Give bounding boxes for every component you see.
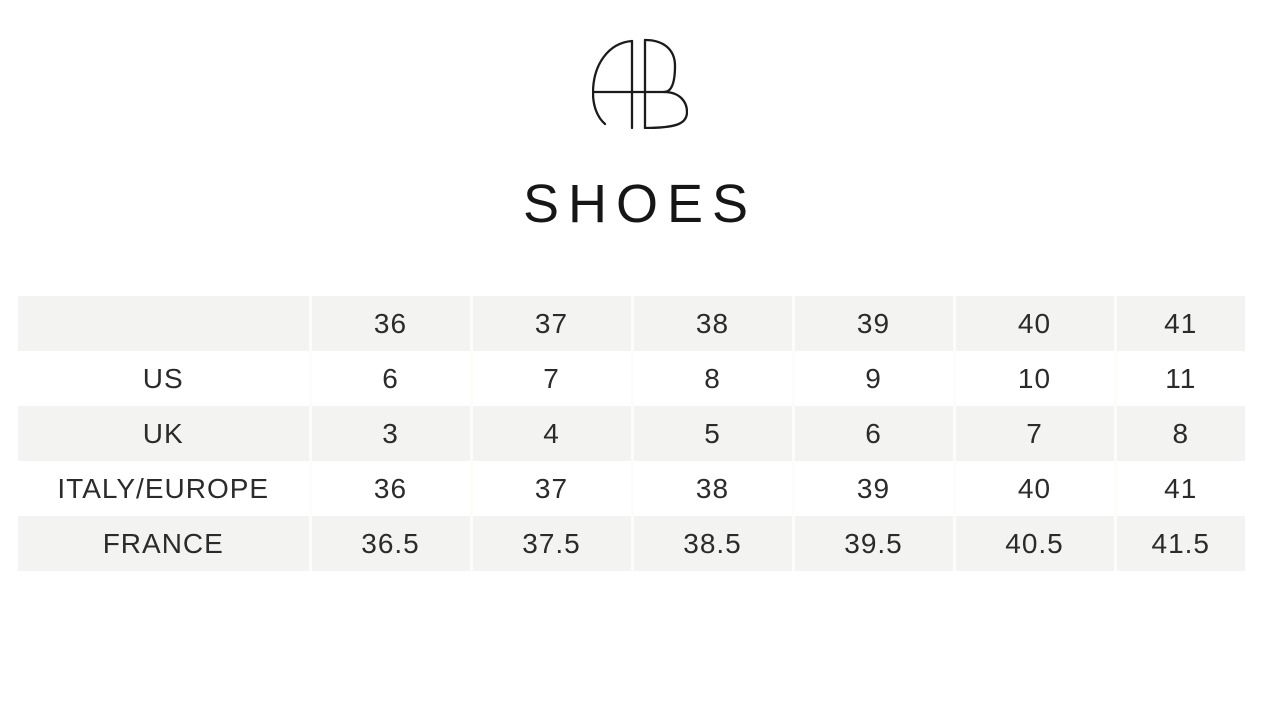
size-cell: 41 [1113, 461, 1245, 516]
table-row-italy-europe: ITALY/EUROPE 36 37 38 39 40 41 [18, 461, 1245, 516]
row-label-uk: UK [18, 406, 310, 461]
size-cell: 7 [952, 406, 1115, 461]
row-label-italy-europe: ITALY/EUROPE [57, 472, 270, 504]
size-cell: 38.5 [630, 516, 793, 571]
size-cell: 11 [1113, 351, 1245, 406]
eu-size-cell: 39 [791, 296, 954, 351]
size-cell: 36 [308, 461, 471, 516]
eu-size-cell: 37 [469, 296, 632, 351]
anine-bing-monogram-icon [592, 38, 688, 129]
size-cell: 9 [791, 351, 954, 406]
row-label-france: FRANCE [18, 516, 310, 571]
size-cell: 37.5 [469, 516, 632, 571]
size-cell: 39.5 [791, 516, 954, 571]
brand-logo [592, 37, 688, 129]
eu-size-cell: 40 [952, 296, 1115, 351]
size-cell: 6 [791, 406, 954, 461]
logo-b-top-bowl [643, 38, 677, 94]
row-label-us: US [142, 362, 184, 394]
size-cell: 7 [469, 351, 632, 406]
shoe-size-conversion-table: 36 37 38 39 40 41 US 6 7 8 9 10 11 UK 3 … [18, 296, 1245, 571]
size-cell: 4 [469, 406, 632, 461]
size-cell: 40.5 [952, 516, 1115, 571]
table-row-us: US 6 7 8 9 10 11 [18, 351, 1245, 406]
size-cell: 10 [952, 351, 1115, 406]
size-cell: 3 [308, 406, 471, 461]
eu-size-cell: 38 [630, 296, 793, 351]
page-title: SHOES [522, 174, 758, 234]
table-row-eu-header: 36 37 38 39 40 41 [18, 296, 1245, 351]
size-cell: 41.5 [1113, 516, 1245, 571]
size-cell: 5 [630, 406, 793, 461]
table-row-uk: UK 3 4 5 6 7 8 [18, 406, 1245, 461]
size-cell: 6 [308, 351, 471, 406]
size-cell: 39 [791, 461, 954, 516]
logo-a-curve [592, 39, 634, 126]
size-cell: 40 [952, 461, 1115, 516]
size-cell: 36.5 [308, 516, 471, 571]
eu-size-cell: 36 [308, 296, 471, 351]
table-row-france: FRANCE 36.5 37.5 38.5 39.5 40.5 41.5 [18, 516, 1245, 571]
size-cell: 38 [630, 461, 793, 516]
row-label-empty [18, 296, 310, 351]
eu-size-cell: 41 [1113, 296, 1245, 351]
size-cell: 37 [469, 461, 632, 516]
size-cell: 8 [630, 351, 793, 406]
size-cell: 8 [1113, 406, 1245, 461]
logo-b-bottom-bowl [643, 90, 688, 129]
